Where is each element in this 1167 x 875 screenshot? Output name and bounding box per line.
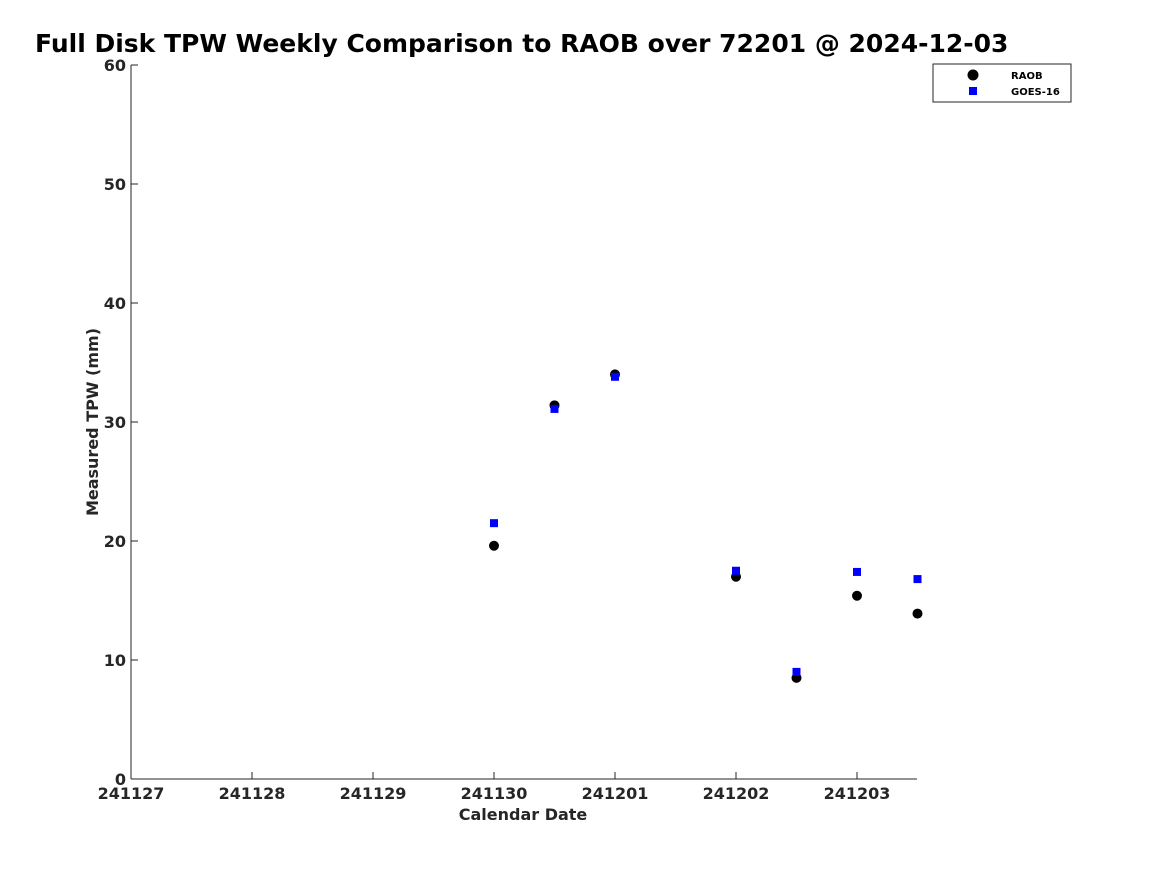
goes16-point xyxy=(913,575,922,584)
y-tick-label: 40 xyxy=(104,294,126,313)
y-axis-label: Measured TPW (mm) xyxy=(83,328,102,516)
goes16-point xyxy=(792,667,801,676)
x-tick-label: 241129 xyxy=(340,784,407,803)
y-tick-label: 0 xyxy=(115,770,126,789)
y-tick-label: 30 xyxy=(104,413,126,432)
y-tick-label: 50 xyxy=(104,175,126,194)
legend-raob-marker xyxy=(967,69,979,81)
raob-point xyxy=(852,590,862,601)
y-tick-label: 20 xyxy=(104,532,126,551)
x-tick-label: 241202 xyxy=(703,784,770,803)
raob-point xyxy=(912,608,923,619)
goes16-point xyxy=(550,404,559,413)
x-tick-label: 241127 xyxy=(98,784,165,803)
goes16-point xyxy=(732,566,740,575)
raob-point xyxy=(489,540,499,551)
goes16-point xyxy=(853,567,861,576)
legend-label: RAOB xyxy=(1011,71,1043,82)
legend-goes16-marker xyxy=(969,87,977,95)
x-tick-label: 241201 xyxy=(582,784,649,803)
legend-label: GOES-16 xyxy=(1011,87,1060,98)
y-tick-label: 60 xyxy=(104,56,126,75)
x-tick-label: 241128 xyxy=(219,784,286,803)
axes: 0 10 20 30 40 50 60 241127 241128 241129 241130 241… xyxy=(98,56,917,803)
x-axis-label: Calendar Date xyxy=(459,805,588,824)
y-tick-label: 10 xyxy=(104,651,126,670)
x-tick-label: 241130 xyxy=(461,784,528,803)
legend: RAOB GOES-16 xyxy=(932,63,1072,103)
legend-box xyxy=(932,63,1072,103)
data-marks xyxy=(489,369,923,683)
goes16-point xyxy=(611,372,619,381)
goes16-point xyxy=(490,519,498,528)
chart-title: Full Disk TPW Weekly Comparison to RAOB … xyxy=(35,29,1008,58)
x-tick-label: 241203 xyxy=(824,784,891,803)
